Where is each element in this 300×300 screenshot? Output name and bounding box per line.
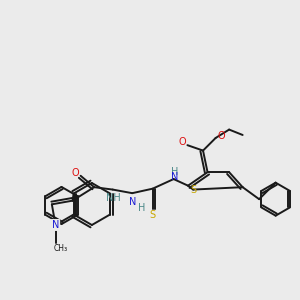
Text: NH: NH (106, 193, 121, 203)
Text: O: O (178, 137, 186, 147)
Text: H: H (137, 202, 145, 213)
Text: H: H (170, 167, 178, 177)
Text: O: O (71, 168, 79, 178)
Text: N: N (128, 197, 136, 207)
Text: N: N (170, 172, 178, 182)
Text: S: S (150, 210, 156, 220)
Text: O: O (217, 131, 225, 142)
Text: S: S (191, 185, 197, 195)
Text: CH₃: CH₃ (54, 244, 68, 253)
Text: N: N (52, 220, 59, 230)
